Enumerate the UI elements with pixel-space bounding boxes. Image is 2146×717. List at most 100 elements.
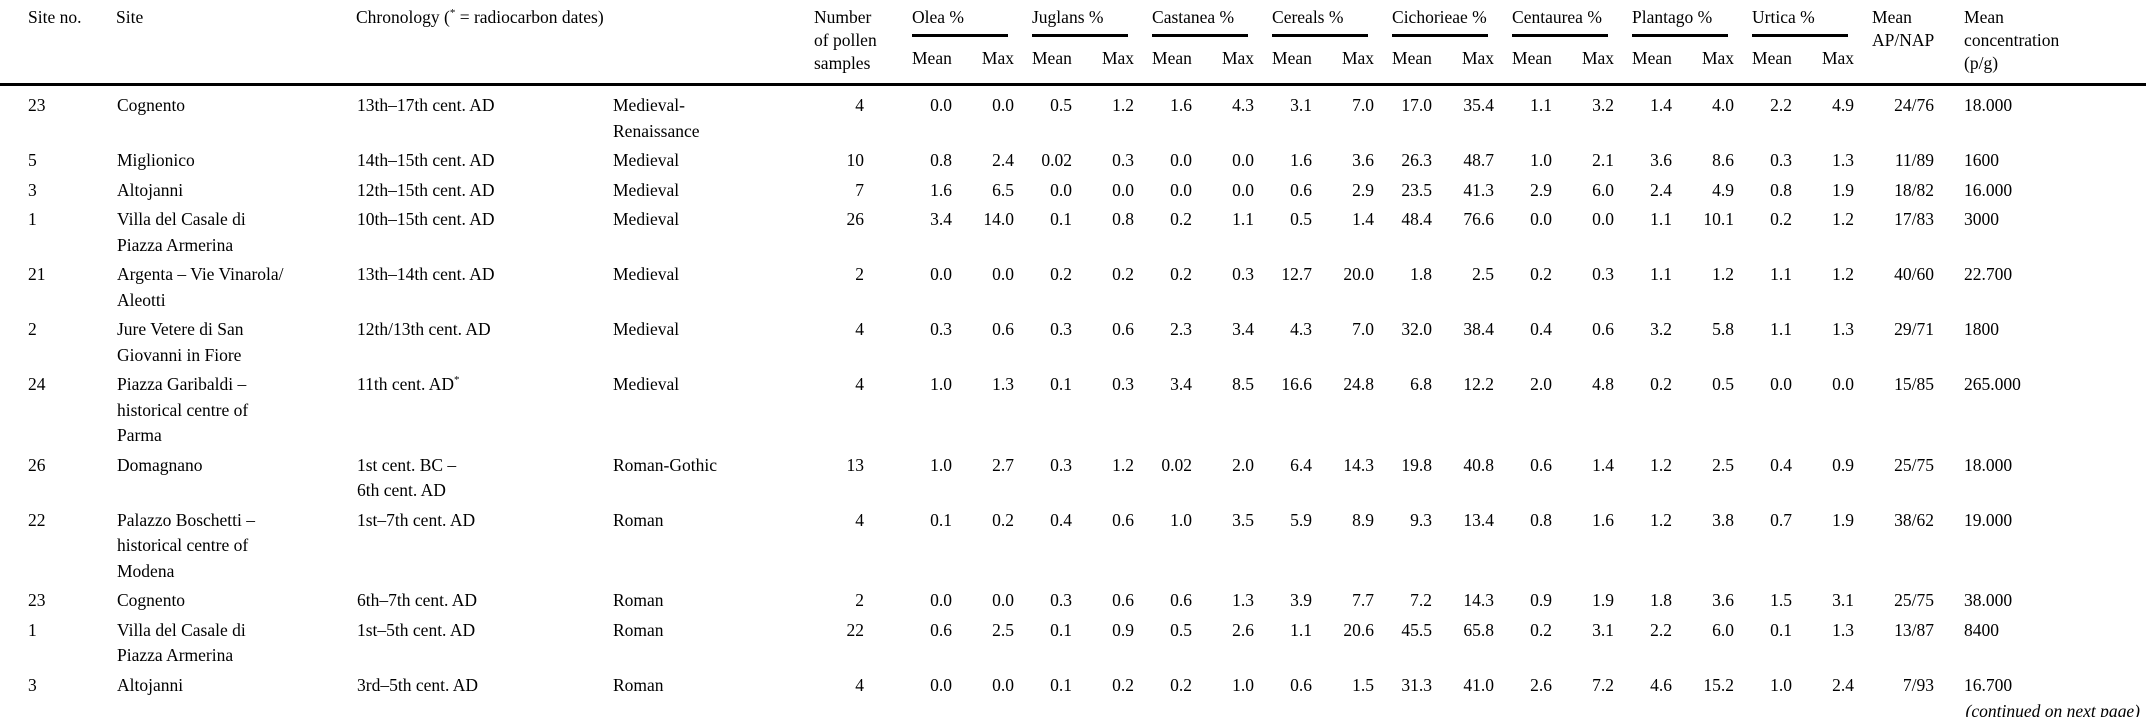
- value-cell: 0.0: [1170, 150, 1193, 170]
- value-cell: 0.6: [1530, 454, 1553, 475]
- period-cell: Medieval- Renaissance: [613, 95, 700, 141]
- value-cell: 7.2: [1592, 674, 1615, 695]
- chronology-cell: 12th–15th cent. AD: [357, 179, 495, 200]
- value-cell: 0.6: [1290, 674, 1313, 695]
- value-cell: 0.2: [1530, 619, 1553, 640]
- value-cell: 48.7: [1463, 150, 1495, 170]
- sub-header-max: Max: [1566, 41, 1619, 86]
- period-cell: Roman-Gothic: [613, 454, 718, 475]
- value-cell: 0.9: [1112, 619, 1135, 640]
- value-cell: 2.4: [992, 150, 1014, 170]
- group-label: Olea %: [912, 6, 1008, 37]
- value-cell: 1.2: [1712, 264, 1735, 284]
- pollen-samples-cell: 13: [846, 454, 865, 475]
- value-cell: 0.7: [1770, 509, 1793, 530]
- value-cell: 1.6: [930, 179, 952, 200]
- value-cell: 1.2: [1832, 264, 1855, 284]
- col-group-juglans: Juglans %: [1018, 0, 1138, 42]
- value-cell: 1.8: [1650, 590, 1673, 610]
- ap-nap-cell: 25/75: [1894, 590, 1935, 610]
- value-cell: 0.8: [1770, 179, 1793, 200]
- group-label: Urtica %: [1752, 6, 1849, 37]
- pollen-table: Site no. Site Chronology (* = radiocarbo…: [0, 0, 2146, 695]
- value-cell: 2.5: [1472, 264, 1495, 284]
- ap-nap-cell: 38/62: [1894, 509, 1935, 530]
- concentration-cell: 16.700: [1964, 674, 2013, 695]
- concentration-cell: 19.000: [1964, 509, 2013, 530]
- value-cell: 65.8: [1463, 619, 1495, 640]
- value-cell: 0.1: [1050, 374, 1072, 394]
- value-cell: 0.2: [1112, 674, 1135, 695]
- value-cell: 5.8: [1712, 319, 1735, 339]
- value-cell: 1.9: [1832, 179, 1855, 200]
- site-no-cell: 24: [28, 374, 46, 394]
- value-cell: 10.1: [1703, 209, 1735, 229]
- pollen-samples-cell: 22: [846, 619, 865, 640]
- table-row: 3 Altojanni 12th–15th cent. AD Medieval 7 1.6…: [0, 175, 2146, 205]
- site-no-cell: 1: [28, 209, 37, 229]
- col-header-ap-nap: Mean AP/NAP: [1858, 0, 1951, 86]
- chronology-cell: 10th–15th cent. AD: [357, 209, 495, 229]
- value-cell: 0.5: [1712, 374, 1735, 394]
- concentration-cell: 18.000: [1964, 454, 2013, 475]
- col-header-site-no: Site no.: [0, 0, 116, 86]
- col-header-pollen-samples: Number of pollen samples: [784, 0, 898, 86]
- value-cell: 0.1: [930, 509, 952, 530]
- value-cell: 2.0: [1232, 454, 1255, 475]
- concentration-cell: 8400: [1964, 619, 2000, 640]
- value-cell: 0.0: [930, 674, 952, 695]
- value-cell: 1.2: [1650, 454, 1673, 475]
- chronology-cell: 11th cent. AD*: [357, 374, 460, 394]
- value-cell: 2.7: [992, 454, 1014, 475]
- value-cell: 0.1: [1050, 209, 1072, 229]
- sub-header-max: Max: [966, 41, 1018, 86]
- table-row: 2 Jure Vetere di San Giovanni in Fiore 12t…: [0, 314, 2146, 369]
- value-cell: 0.2: [992, 509, 1014, 530]
- value-cell: 7.7: [1352, 590, 1375, 610]
- value-cell: 0.6: [1112, 509, 1135, 530]
- ap-nap-cell: 29/71: [1894, 319, 1935, 339]
- value-cell: 2.6: [1530, 674, 1553, 695]
- value-cell: 0.3: [1592, 264, 1615, 284]
- col-header-concentration: Mean concentration (p/g): [1950, 0, 2146, 86]
- value-cell: 6.8: [1410, 374, 1433, 394]
- value-cell: 14.3: [1343, 454, 1375, 475]
- value-cell: 0.9: [1832, 454, 1855, 475]
- value-cell: 48.4: [1401, 209, 1433, 229]
- chronology-cell: 1st cent. BC – 6th cent. AD: [357, 454, 457, 501]
- value-cell: 7.2: [1410, 590, 1433, 610]
- value-cell: 0.8: [930, 150, 952, 170]
- value-cell: 0.3: [1112, 374, 1135, 394]
- value-cell: 1.2: [1832, 209, 1855, 229]
- value-cell: 1.0: [930, 374, 952, 394]
- value-cell: 0.2: [1170, 264, 1193, 284]
- concentration-cell: 22.700: [1964, 264, 2013, 284]
- value-cell: 0.0: [992, 95, 1014, 115]
- value-cell: 0.0: [1050, 179, 1072, 200]
- value-cell: 2.3: [1170, 319, 1193, 339]
- pollen-samples-cell: 4: [855, 95, 864, 115]
- value-cell: 38.4: [1463, 319, 1495, 339]
- site-cell: Piazza Garibaldi – historical centre of …: [117, 374, 249, 445]
- value-cell: 0.02: [1041, 150, 1072, 170]
- site-no-cell: 5: [28, 150, 37, 170]
- value-cell: 0.3: [1050, 590, 1072, 610]
- col-group-castanea: Castanea %: [1138, 0, 1258, 42]
- pollen-samples-cell: 4: [855, 374, 864, 394]
- value-cell: 4.6: [1650, 674, 1673, 695]
- value-cell: 20.6: [1343, 619, 1375, 640]
- site-no-cell: 26: [28, 454, 46, 475]
- value-cell: 0.2: [1530, 264, 1553, 284]
- value-cell: 2.6: [1232, 619, 1255, 640]
- value-cell: 1.3: [1832, 319, 1855, 339]
- value-cell: 14.3: [1463, 590, 1495, 610]
- value-cell: 0.2: [1650, 374, 1673, 394]
- ap-nap-cell: 40/60: [1894, 264, 1935, 284]
- value-cell: 1.0: [1232, 674, 1255, 695]
- value-cell: 1.4: [1592, 454, 1615, 475]
- value-cell: 32.0: [1401, 319, 1433, 339]
- pollen-samples-cell: 2: [855, 590, 864, 610]
- value-cell: 1.3: [1832, 619, 1855, 640]
- site-cell: Miglionico: [117, 150, 195, 170]
- value-cell: 0.9: [1530, 590, 1553, 610]
